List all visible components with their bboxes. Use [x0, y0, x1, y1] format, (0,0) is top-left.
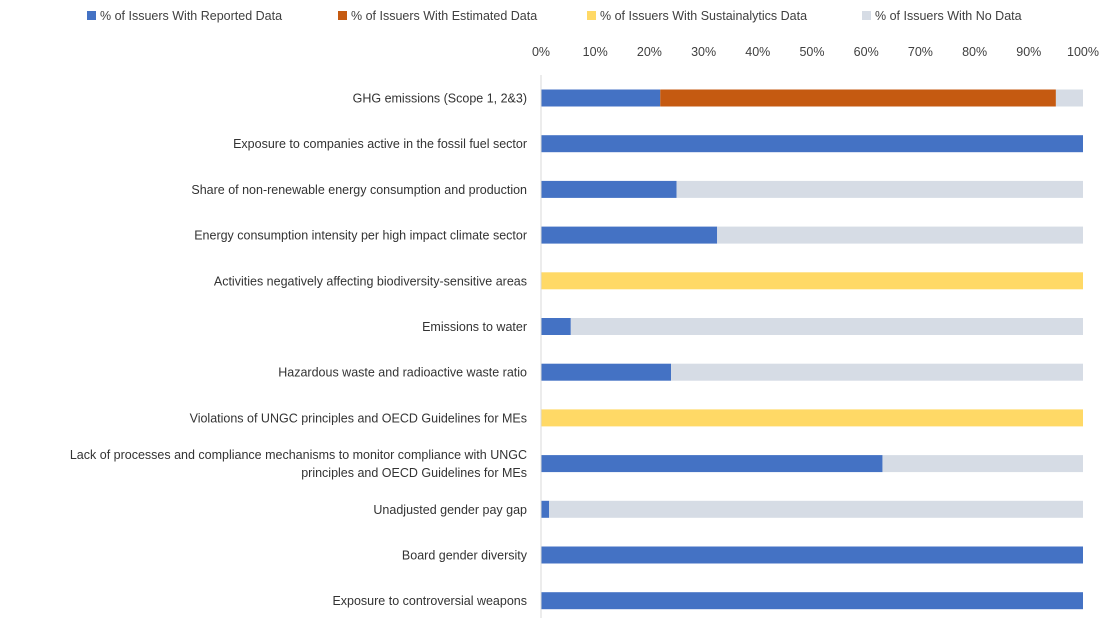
category-label: Hazardous waste and radioactive waste ra…: [278, 366, 527, 380]
x-tick-label: 10%: [583, 45, 608, 59]
bar-segment: [541, 318, 571, 335]
category-label: Energy consumption intensity per high im…: [194, 229, 527, 243]
bar-segment: [541, 226, 718, 244]
category-label: Activities negatively affecting biodiver…: [214, 274, 527, 288]
x-tick-label: 100%: [1067, 45, 1099, 59]
bar-row: [541, 135, 1083, 153]
x-tick-label: 30%: [691, 45, 716, 59]
legend-swatch: [87, 11, 96, 20]
x-tick-label: 20%: [637, 45, 662, 59]
y-axis: GHG emissions (Scope 1, 2&3) Exposure to …: [70, 75, 542, 618]
bar-segment: [541, 180, 677, 198]
legend-swatch: [862, 11, 871, 20]
bar-segment: [541, 500, 550, 518]
bar-segment: [549, 500, 1083, 518]
legend-item: % of Issuers With Estimated Data: [338, 9, 537, 23]
bar-segment: [541, 409, 1083, 427]
bar-segment: [541, 363, 672, 381]
x-tick-label: 40%: [745, 45, 770, 59]
x-tick-label: 60%: [854, 45, 879, 59]
bar-row: [541, 546, 1083, 564]
plot-area: [541, 89, 1083, 610]
x-tick-label: 80%: [962, 45, 987, 59]
bar-row: [541, 409, 1083, 427]
legend-item: % of Issuers With No Data: [862, 9, 1022, 23]
bar-row: [541, 363, 1083, 381]
category-label: Exposure to companies active in the foss…: [233, 137, 527, 151]
bar-segment: [541, 546, 1083, 564]
bar-segment: [882, 455, 1083, 473]
legend-label: % of Issuers With Estimated Data: [351, 9, 537, 23]
bar-segment: [717, 226, 1083, 244]
bar-segment: [1055, 89, 1083, 107]
bar-segment: [541, 135, 1083, 153]
bar-row: [541, 500, 1083, 518]
category-label: Share of non-renewable energy consumptio…: [191, 183, 527, 197]
bar-segment: [541, 592, 1083, 610]
bar-segment: [541, 89, 661, 107]
x-tick-label: 50%: [799, 45, 824, 59]
legend-label: % of Issuers With Sustainalytics Data: [600, 9, 807, 23]
category-label: Violations of UNGC principles and OECD G…: [190, 411, 527, 425]
bar-segment: [541, 272, 1083, 290]
bar-row: [541, 226, 1083, 244]
category-label: Emissions to water: [422, 320, 527, 334]
legend-swatch: [338, 11, 347, 20]
bar-segment: [676, 180, 1083, 198]
category-label: GHG emissions (Scope 1, 2&3): [353, 92, 527, 106]
legend-item: % of Issuers With Sustainalytics Data: [587, 9, 807, 23]
legend-label: % of Issuers With Reported Data: [100, 9, 282, 23]
legend-swatch: [587, 11, 596, 20]
x-tick-label: 70%: [908, 45, 933, 59]
bar-row: [541, 455, 1083, 473]
x-tick-label: 0%: [532, 45, 550, 59]
legend-item: % of Issuers With Reported Data: [87, 9, 282, 23]
x-tick-label: 90%: [1016, 45, 1041, 59]
bar-segment: [671, 363, 1083, 381]
category-label: Unadjusted gender pay gap: [373, 503, 527, 517]
category-label: Exposure to controversial weapons: [332, 594, 527, 608]
bar-row: [541, 180, 1083, 198]
category-label: principles and OECD Guidelines for MEs: [301, 466, 527, 480]
x-axis: 0% 10% 20% 30% 40% 50% 60% 70% 80% 90% 100%: [532, 45, 1099, 59]
category-label: Lack of processes and compliance mechani…: [70, 448, 527, 462]
bar-row: [541, 272, 1083, 290]
bar-segment: [570, 318, 1083, 335]
category-label: Board gender diversity: [402, 549, 528, 563]
bar-row: [541, 318, 1083, 335]
legend: % of Issuers With Reported Data % of Issu…: [87, 9, 1022, 23]
bar-row: [541, 89, 1083, 107]
bar-segment: [541, 455, 883, 473]
bar-segment: [660, 89, 1056, 107]
bar-row: [541, 592, 1083, 610]
legend-label: % of Issuers With No Data: [875, 9, 1022, 23]
